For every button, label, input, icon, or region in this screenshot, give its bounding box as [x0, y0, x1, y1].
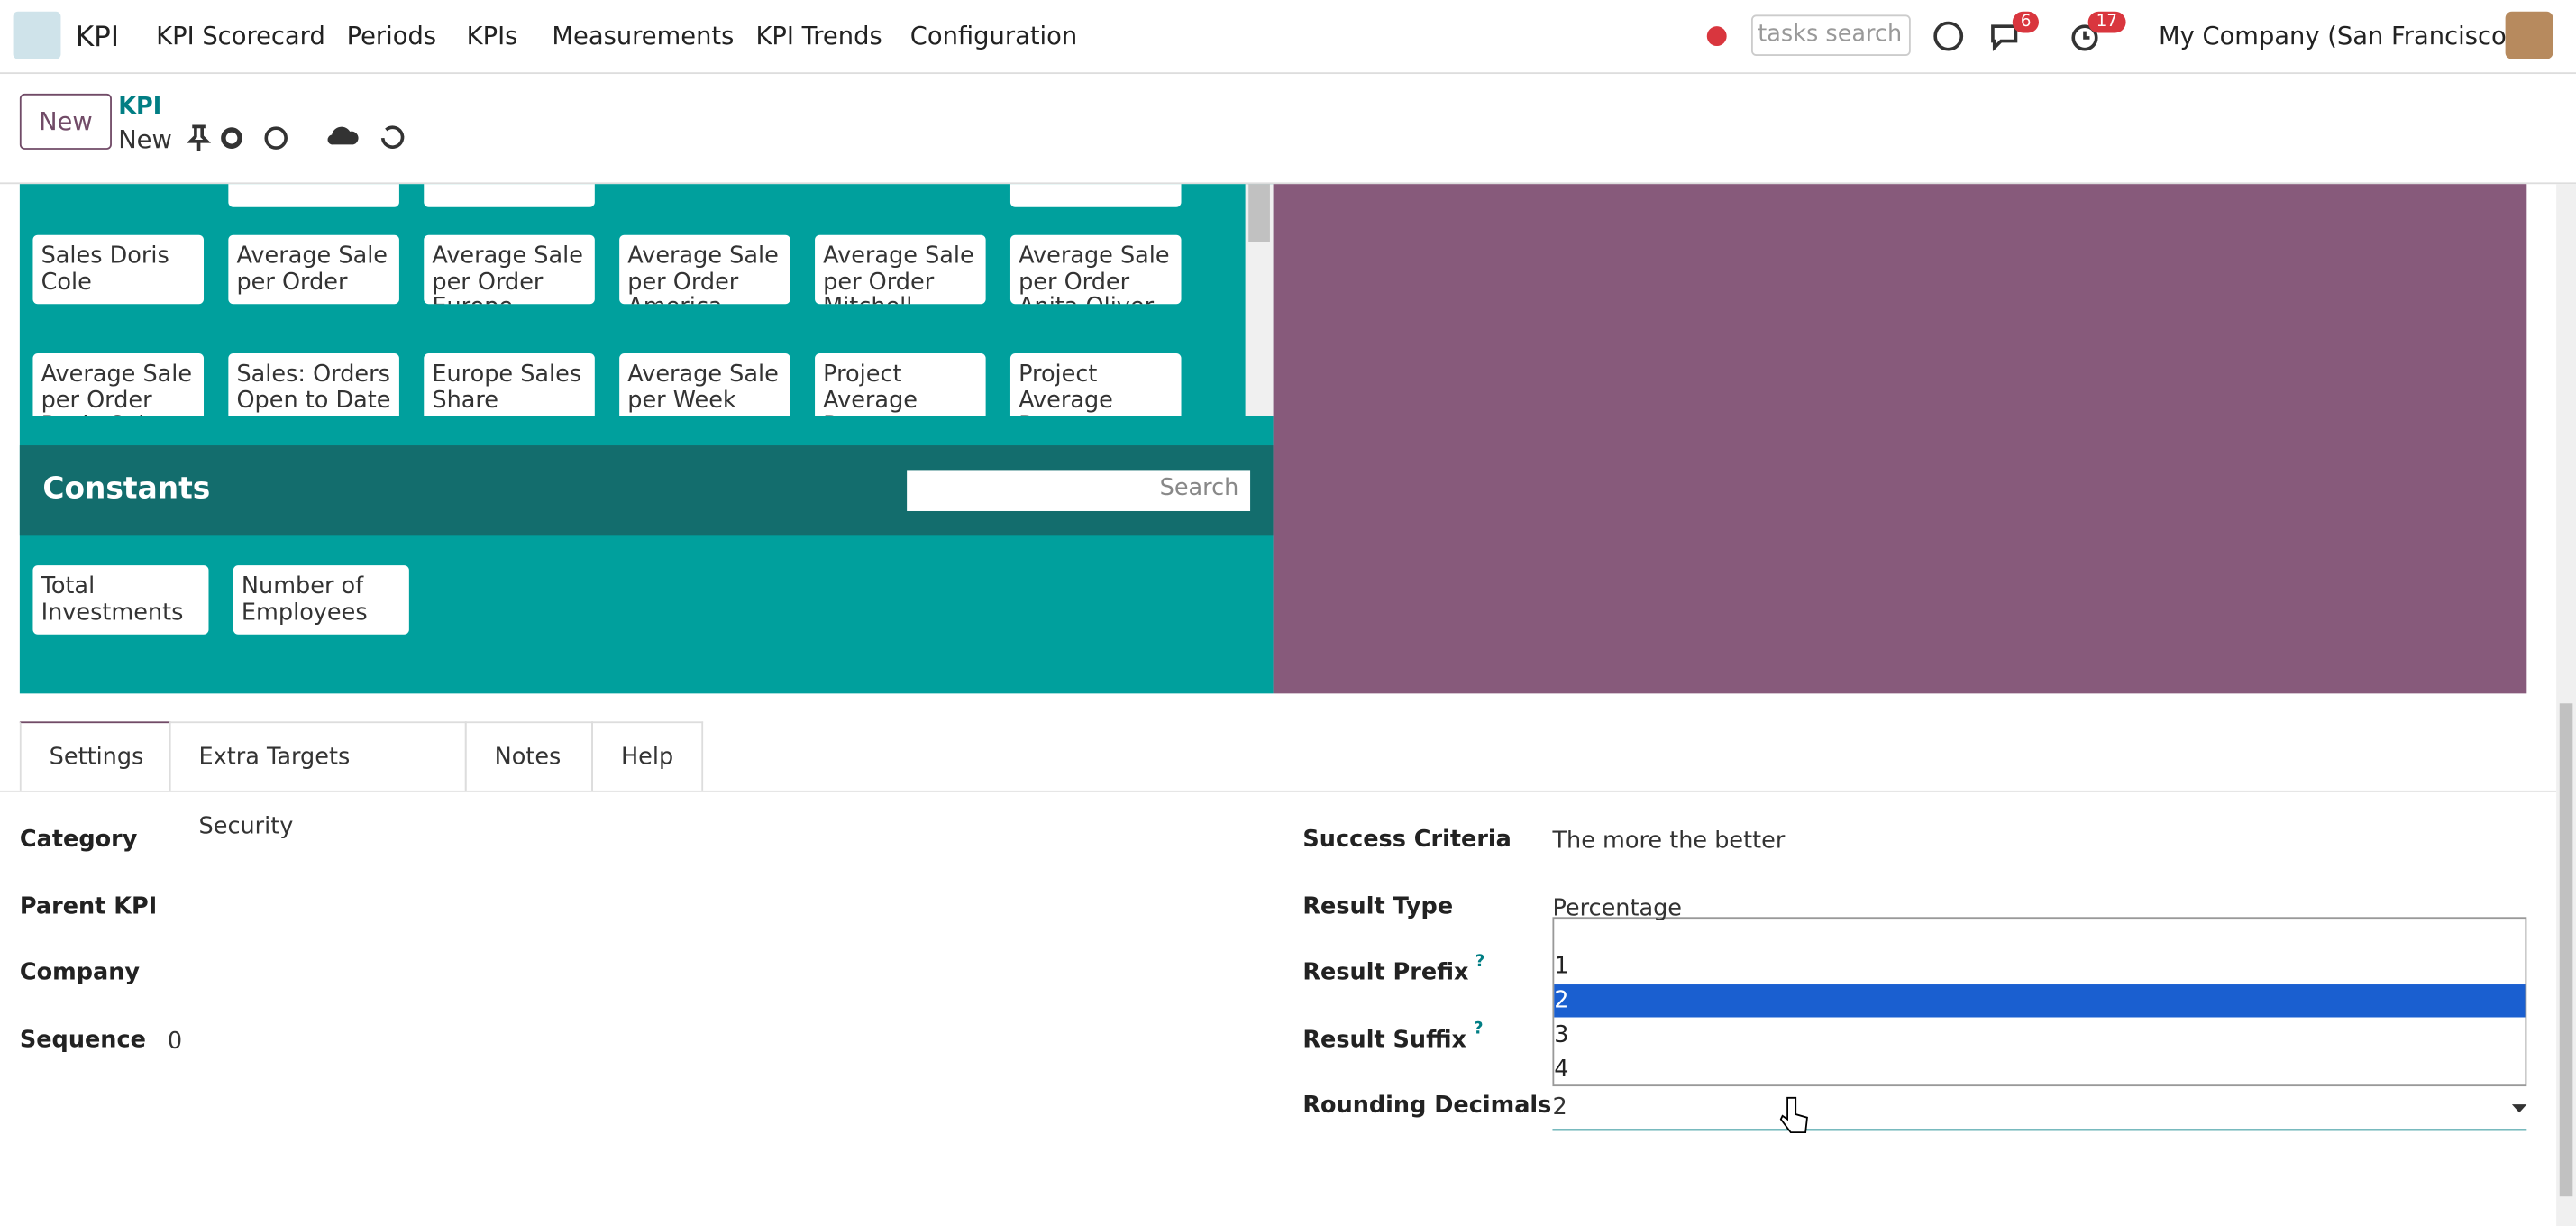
kpi-tile[interactable]: Europe Sales Share	[424, 352, 595, 416]
record-actions[interactable]	[186, 124, 416, 153]
field-value: 0	[167, 1029, 183, 1056]
field-label: Parent KPI	[19, 893, 158, 920]
field-label: Result Type	[1302, 893, 1454, 920]
dropdown-option[interactable]: 1	[1554, 953, 1569, 980]
kpi-tile[interactable]: Sales Doris Cole	[32, 234, 205, 305]
kpi-tile[interactable]: Average Sale per Order Europe	[424, 234, 595, 305]
menu-item[interactable]: KPIs	[466, 21, 518, 51]
constant-tile[interactable]: Total Investments	[32, 565, 209, 635]
tab[interactable]: Extra Targets Security	[169, 721, 467, 840]
select-caret	[2511, 1104, 2527, 1113]
help-mark[interactable]: ?	[1475, 953, 1485, 972]
menu-item[interactable]: Configuration	[909, 21, 1078, 51]
select-underline	[1552, 1129, 2527, 1131]
kpi-tile[interactable]: Average Sale per Order Doris Cole	[32, 352, 205, 416]
tab[interactable]: Settings	[19, 721, 171, 791]
tab[interactable]: Help	[591, 721, 704, 791]
kpi-tile[interactable]: Average Sale per Order Mitchell	[815, 234, 986, 305]
field-label: Rounding Decimals	[1302, 1093, 1552, 1120]
menu-item[interactable]: KPI Trends	[755, 21, 882, 51]
avatar[interactable]	[2505, 11, 2553, 59]
kpi-tile[interactable]: Average Sale per Order America	[619, 234, 790, 305]
dropdown-option[interactable]: 4	[1554, 1057, 1569, 1084]
constants-search[interactable]: Search	[907, 470, 1251, 511]
constants-title: Constants	[42, 471, 211, 507]
help-mark[interactable]: ?	[1473, 1020, 1484, 1039]
record-dot[interactable]	[1706, 26, 1727, 47]
kpi-tile[interactable]: America	[424, 184, 595, 207]
field-label: Success Criteria	[1302, 827, 1512, 854]
menu-item[interactable]: Periods	[346, 21, 437, 51]
activities-badge: 17	[2087, 11, 2126, 33]
company[interactable]: My Company (San Francisco)	[2159, 21, 2517, 51]
field-value: Percentage	[1552, 895, 1683, 922]
breadcrumb[interactable]: KPI	[118, 93, 162, 121]
field-value: The more the better	[1552, 828, 1786, 855]
scrollbar[interactable]	[1245, 184, 1274, 416]
new-button[interactable]: New	[19, 93, 112, 150]
constant-tile[interactable]: Number of Employees	[233, 565, 409, 635]
formula-panel	[1273, 184, 2527, 694]
clock-icon[interactable]	[2069, 22, 2101, 54]
dropdown-option[interactable]: 2	[1554, 984, 2526, 1018]
field-label: Result Prefix	[1302, 959, 1469, 986]
field-label: Category	[19, 827, 138, 854]
tab[interactable]: Notes	[464, 721, 593, 791]
menu-item[interactable]: KPI Scorecard	[156, 21, 325, 51]
kpi-tile[interactable]: Average Sale per Order Anita Oliver	[1009, 234, 1182, 305]
kpi-tile[interactable]: Sales: Orders Open to Date	[228, 352, 399, 416]
kpi-tile[interactable]: Investments	[228, 184, 399, 207]
kpi-tile[interactable]: Oliver	[1009, 184, 1182, 207]
field-label: Sequence	[19, 1027, 146, 1054]
menu-item[interactable]: Measurements	[552, 21, 735, 51]
field-value: 2	[1552, 1094, 1567, 1121]
app-icon[interactable]	[13, 11, 61, 59]
discuss-icon[interactable]	[1932, 20, 1964, 52]
cursor	[1779, 1096, 1808, 1134]
tabs-line	[0, 790, 2557, 792]
tasks-search[interactable]: tasks search	[1750, 14, 1911, 56]
kpi-tile[interactable]: Project Average Days to Close	[815, 352, 986, 416]
page-scrollbar[interactable]	[2556, 184, 2576, 1226]
kpi-tiles: Investments America Oliver Sales Doris Cole…	[20, 184, 1246, 416]
navbar	[0, 0, 2576, 75]
kpi-tile[interactable]: Average Sale per Week	[619, 352, 790, 416]
kpi-tile[interactable]: Average Sale per Order	[228, 234, 399, 305]
field-label: Result Suffix	[1302, 1027, 1467, 1054]
record-name: New	[118, 124, 172, 155]
field-label: Company	[19, 959, 141, 986]
dropdown-option[interactable]: 3	[1554, 1021, 1569, 1049]
app-name[interactable]: KPI	[75, 21, 120, 55]
kpi-tile[interactable]: Project Average Days to Close YoY	[1009, 352, 1182, 416]
messages-badge: 6	[2012, 11, 2040, 33]
divider	[0, 182, 2576, 185]
